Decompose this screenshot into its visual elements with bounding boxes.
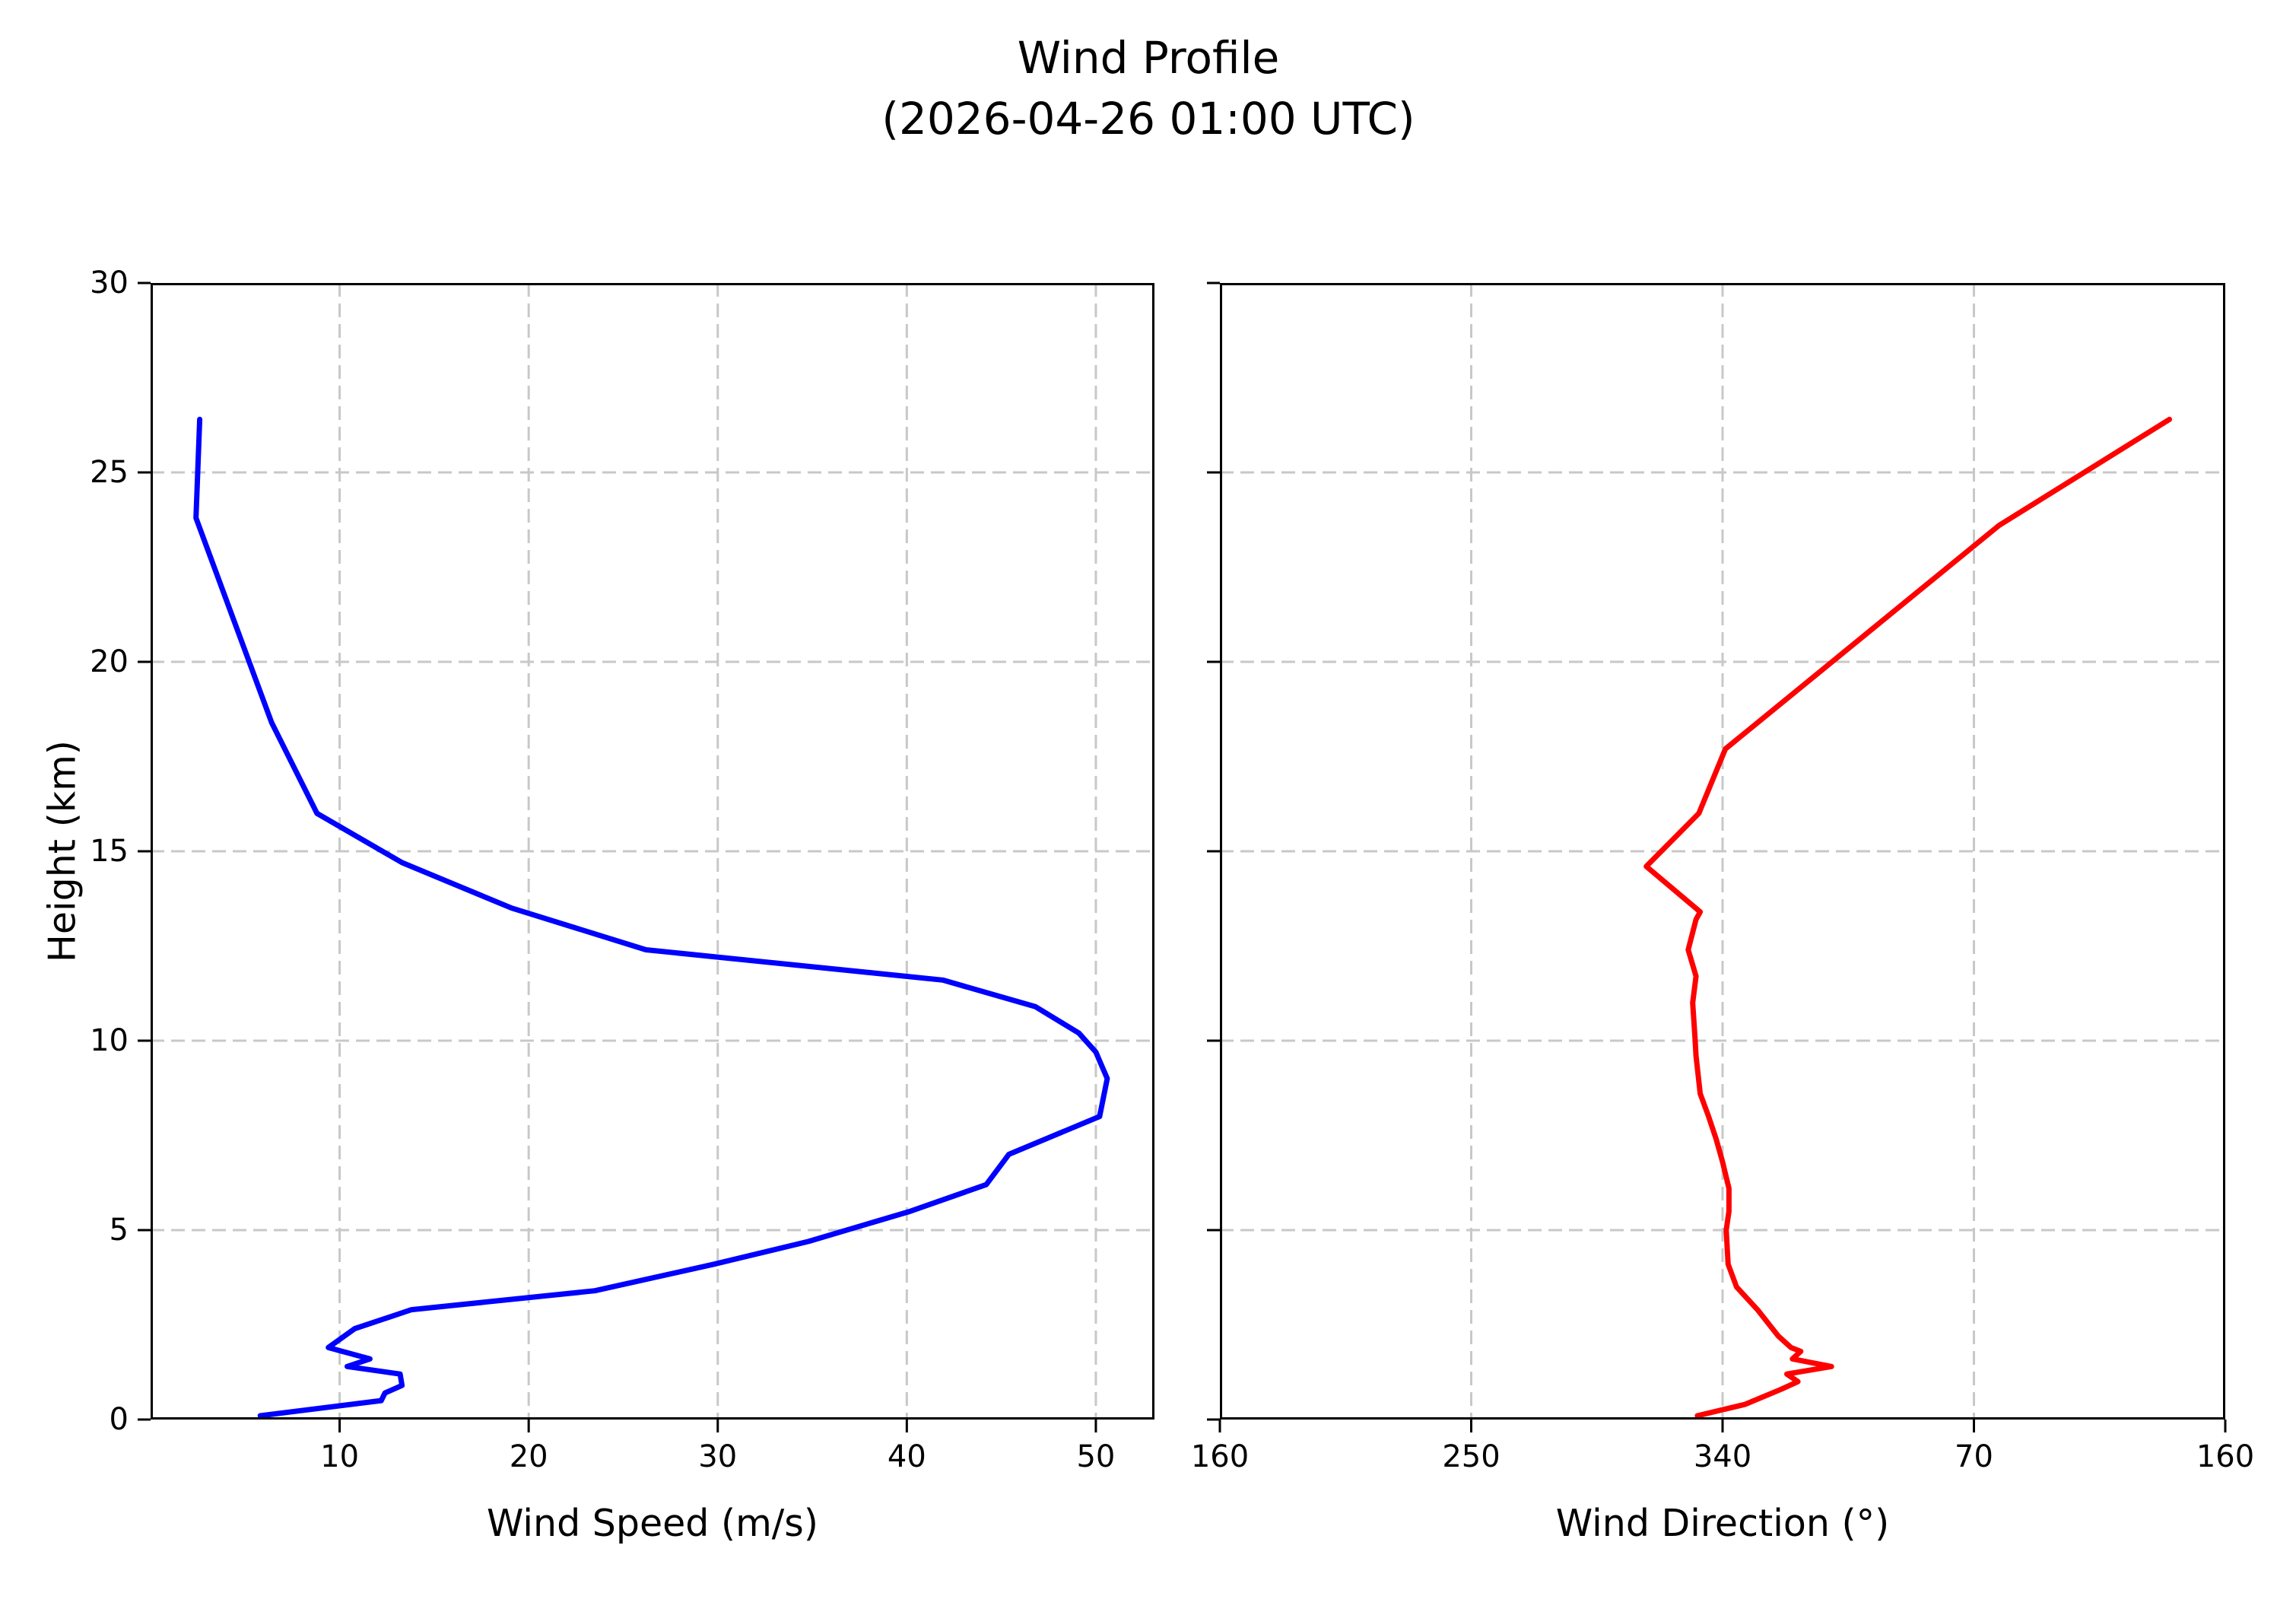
x-tick-label: 30 — [698, 1439, 738, 1474]
wind-speed-axes — [138, 281, 1154, 1432]
x-tick-label: 50 — [1076, 1439, 1116, 1474]
x-tick-label: 250 — [1442, 1439, 1500, 1474]
x-tick-label: 160 — [2196, 1439, 2255, 1474]
y-tick-label: 30 — [90, 265, 129, 300]
wind-speed-plot — [138, 281, 1154, 1432]
x-tick-label: 70 — [1955, 1439, 1993, 1474]
wind-direction-line — [1643, 416, 2173, 1419]
x-tick-label: 40 — [887, 1439, 926, 1474]
y-tick-label: 15 — [90, 834, 129, 869]
x-tick-label: 160 — [1190, 1439, 1250, 1474]
y-tick-label: 20 — [90, 644, 129, 679]
x-tick-label: 20 — [509, 1439, 548, 1474]
x-axis-label-direction: Wind Direction (°) — [1555, 1502, 1890, 1545]
x-tick-label: 340 — [1693, 1439, 1752, 1474]
y-tick-label: 5 — [109, 1213, 129, 1248]
chart-subtitle: (2026-04-26 01:00 UTC) — [881, 93, 1415, 145]
wind-direction-axes — [1207, 281, 2227, 1432]
x-axis-label-speed: Wind Speed (m/s) — [487, 1502, 818, 1545]
y-tick-label: 25 — [90, 455, 129, 490]
y-tick-label: 0 — [109, 1402, 129, 1437]
y-tick-label: 10 — [90, 1023, 129, 1058]
wind-direction-plot — [1207, 281, 2227, 1432]
y-axis-label: Height (km) — [40, 740, 84, 962]
chart-title: Wind Profile — [1017, 32, 1280, 84]
wind-speed-line — [193, 416, 1110, 1419]
x-tick-label: 10 — [320, 1439, 360, 1474]
